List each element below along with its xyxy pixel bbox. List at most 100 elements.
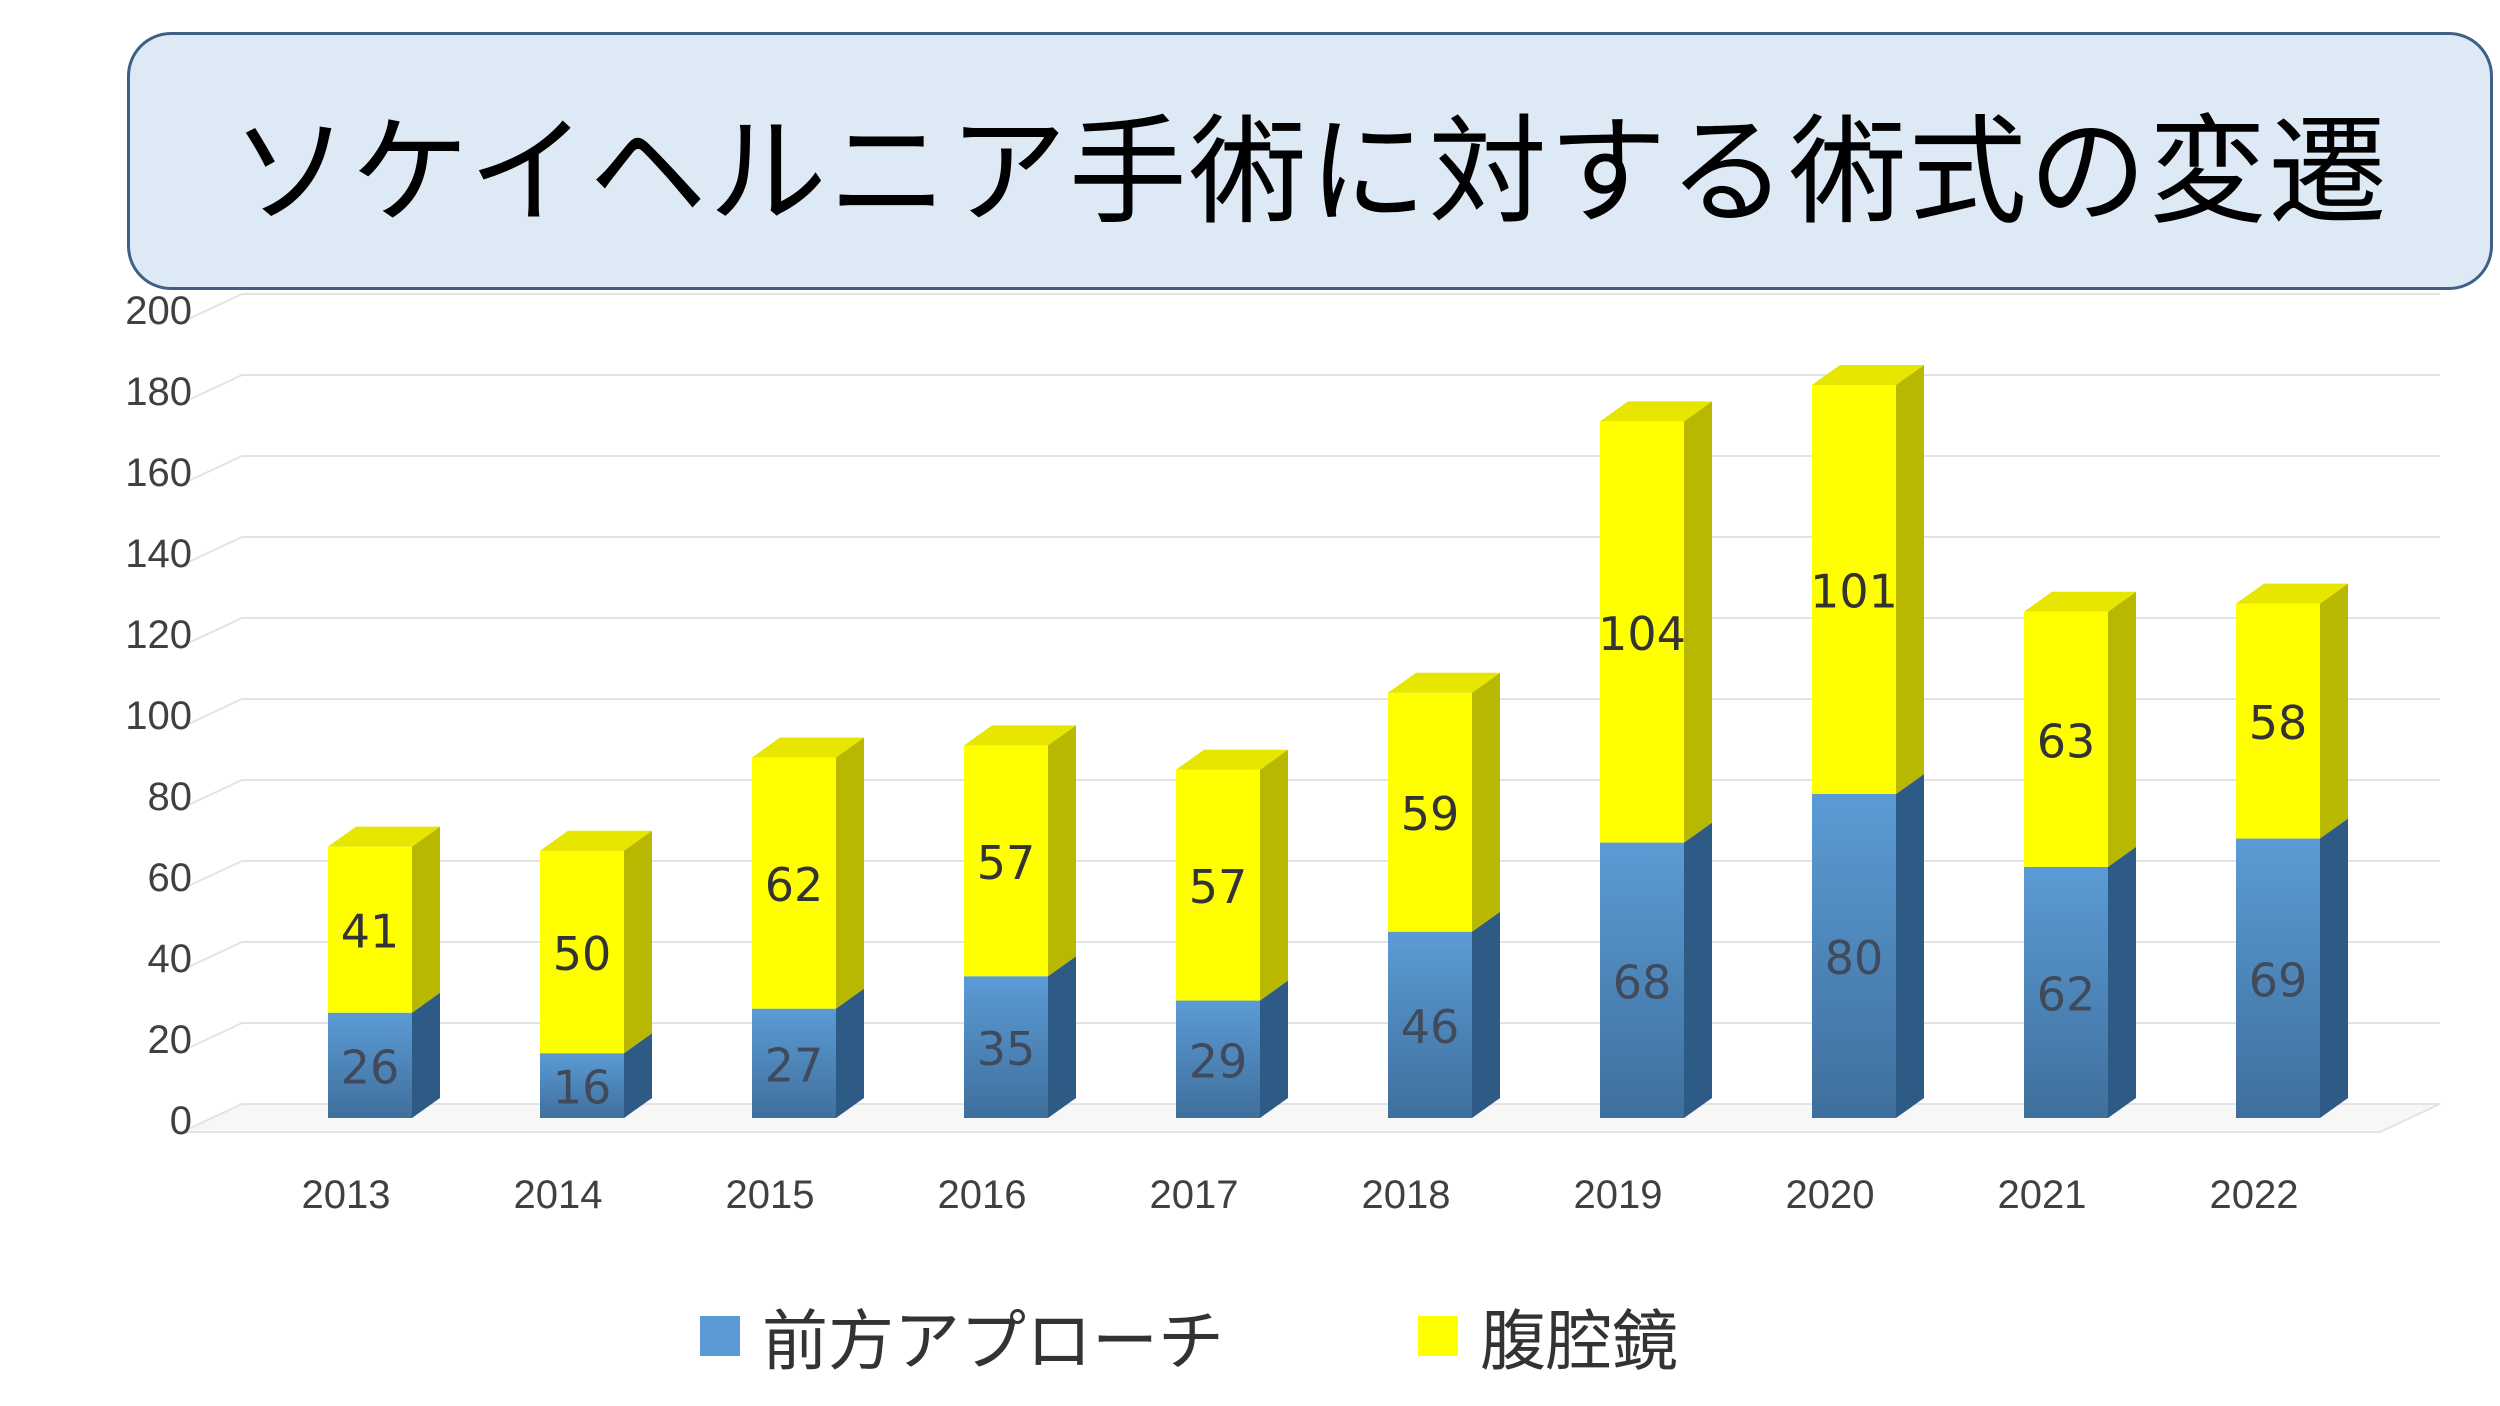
bar-anterior-front [1600,842,1684,1118]
bar-anterior-side [2108,846,2136,1118]
bar-laparoscopic-side [624,830,652,1054]
bar-anterior-front [1176,1000,1260,1118]
data-label-laparoscopic: 104 [1598,607,1686,661]
bar-top-face [328,826,440,847]
gridline-side [181,698,243,728]
bar-anterior-side [1472,911,1500,1118]
bar-anterior-side [1048,956,1076,1118]
gridline-side [181,293,243,323]
x-tick-label: 2013 [302,1173,391,1217]
legend-item-anterior: 前方アプローチ [700,1288,1224,1384]
bar-laparoscopic-side [1260,749,1288,1001]
x-tick-label: 2014 [514,1173,603,1217]
y-tick-label: 200 [125,289,192,333]
data-label-laparoscopic: 62 [765,858,824,912]
data-label-anterior: 35 [977,1022,1036,1076]
data-label-anterior: 16 [553,1061,612,1115]
bar-laparoscopic-front [2236,603,2320,839]
legend: 前方アプローチ 腹腔鏡 [0,1288,2500,1388]
x-tick-label: 2022 [2210,1173,2299,1217]
gridline-side [181,1022,243,1052]
bar-laparoscopic-side [1896,364,1924,794]
bar-anterior-side [2320,818,2348,1118]
x-tick-label: 2016 [938,1173,1027,1217]
data-label-anterior: 62 [2037,967,2096,1021]
chart-area: 0 20 40 60 80 100 120 140 160 180 200 26 41 2013 16 50 2… [125,289,2441,1217]
bar-laparoscopic-side [1472,672,1500,932]
y-tick-label: 140 [125,532,192,576]
x-tick-label: 2018 [1362,1173,1451,1217]
gridline-side [181,536,243,566]
x-tick-label: 2019 [1574,1173,1663,1217]
data-label-laparoscopic: 57 [977,836,1036,890]
bar-anterior-front [752,1008,836,1118]
x-tick-label: 2021 [1998,1173,2087,1217]
chart-title: ソケイヘルニア手術に対する術式の変遷 [231,102,2389,241]
data-label-anterior: 69 [2249,953,2308,1007]
data-label-laparoscopic: 63 [2037,714,2096,768]
data-label-anterior: 80 [1825,931,1884,985]
y-tick-label: 40 [148,937,193,981]
gridline-side [181,374,243,404]
y-tick-label: 80 [148,775,193,819]
bar-anterior-front [540,1053,624,1118]
bar-anterior-front [2024,866,2108,1118]
bar-top-face [2236,583,2348,604]
bar-top-face [1388,672,1500,693]
gridline-side [181,941,243,971]
bar-laparoscopic-side [836,737,864,1009]
gridline-side [181,860,243,890]
data-label-laparoscopic: 59 [1401,787,1460,841]
y-tick-label: 120 [125,613,192,657]
bar-laparoscopic-front [1176,769,1260,1001]
bar-laparoscopic-side [2320,583,2348,839]
bar-top-face [1176,749,1288,770]
legend-swatch-anterior [700,1316,740,1356]
data-label-laparoscopic: 58 [2249,696,2308,750]
bar-laparoscopic-front [1600,421,1684,843]
y-tick-label: 60 [148,856,193,900]
bar-laparoscopic-front [752,757,836,1009]
bar-top-face [964,725,1076,746]
legend-item-laparoscopic: 腹腔鏡 [1418,1288,1678,1384]
bar-anterior-front [2236,838,2320,1118]
bar-anterior-side [412,992,440,1118]
gridline-side [181,455,243,485]
gridline-side [181,617,243,647]
bar-anterior-front [1812,794,1896,1118]
data-label-laparoscopic: 57 [1189,860,1248,914]
y-tick-label: 180 [125,370,192,414]
bar-top-face [540,830,652,851]
legend-swatch-laparoscopic [1418,1316,1458,1356]
bar-laparoscopic-front [328,846,412,1013]
bar-laparoscopic-front [2024,611,2108,867]
y-tick-label: 20 [148,1018,193,1062]
title-box: ソケイヘルニア手術に対する術式の変遷 [127,32,2493,290]
bar-anterior-side [836,988,864,1118]
data-label-laparoscopic: 101 [1810,564,1898,618]
bar-anterior-side [624,1033,652,1118]
bar-anterior-side [1684,822,1712,1118]
legend-label-laparoscopic: 腹腔鏡 [1480,1303,1678,1380]
legend-label-anterior: 前方アプローチ [762,1303,1224,1380]
data-label-laparoscopic: 50 [553,927,612,981]
bar-laparoscopic-front [540,850,624,1054]
y-tick-label: 160 [125,451,192,495]
x-tick-label: 2017 [1150,1173,1239,1217]
bar-laparoscopic-side [1684,401,1712,843]
bar-anterior-side [1260,980,1288,1118]
y-tick-label: 0 [170,1099,192,1143]
x-tick-label: 2020 [1786,1173,1875,1217]
bar-anterior-side [1896,774,1924,1118]
bar-top-face [2024,591,2136,612]
bar-anterior-front [328,1012,412,1118]
data-label-anterior: 29 [1189,1034,1248,1088]
data-label-laparoscopic: 41 [341,905,400,959]
bar-top-face [752,737,864,758]
data-label-anterior: 26 [341,1040,400,1094]
bar-laparoscopic-front [1812,384,1896,794]
data-label-anterior: 68 [1613,955,1672,1009]
bar-laparoscopic-side [412,826,440,1013]
gridline-side [181,779,243,809]
x-tick-label: 2015 [726,1173,815,1217]
